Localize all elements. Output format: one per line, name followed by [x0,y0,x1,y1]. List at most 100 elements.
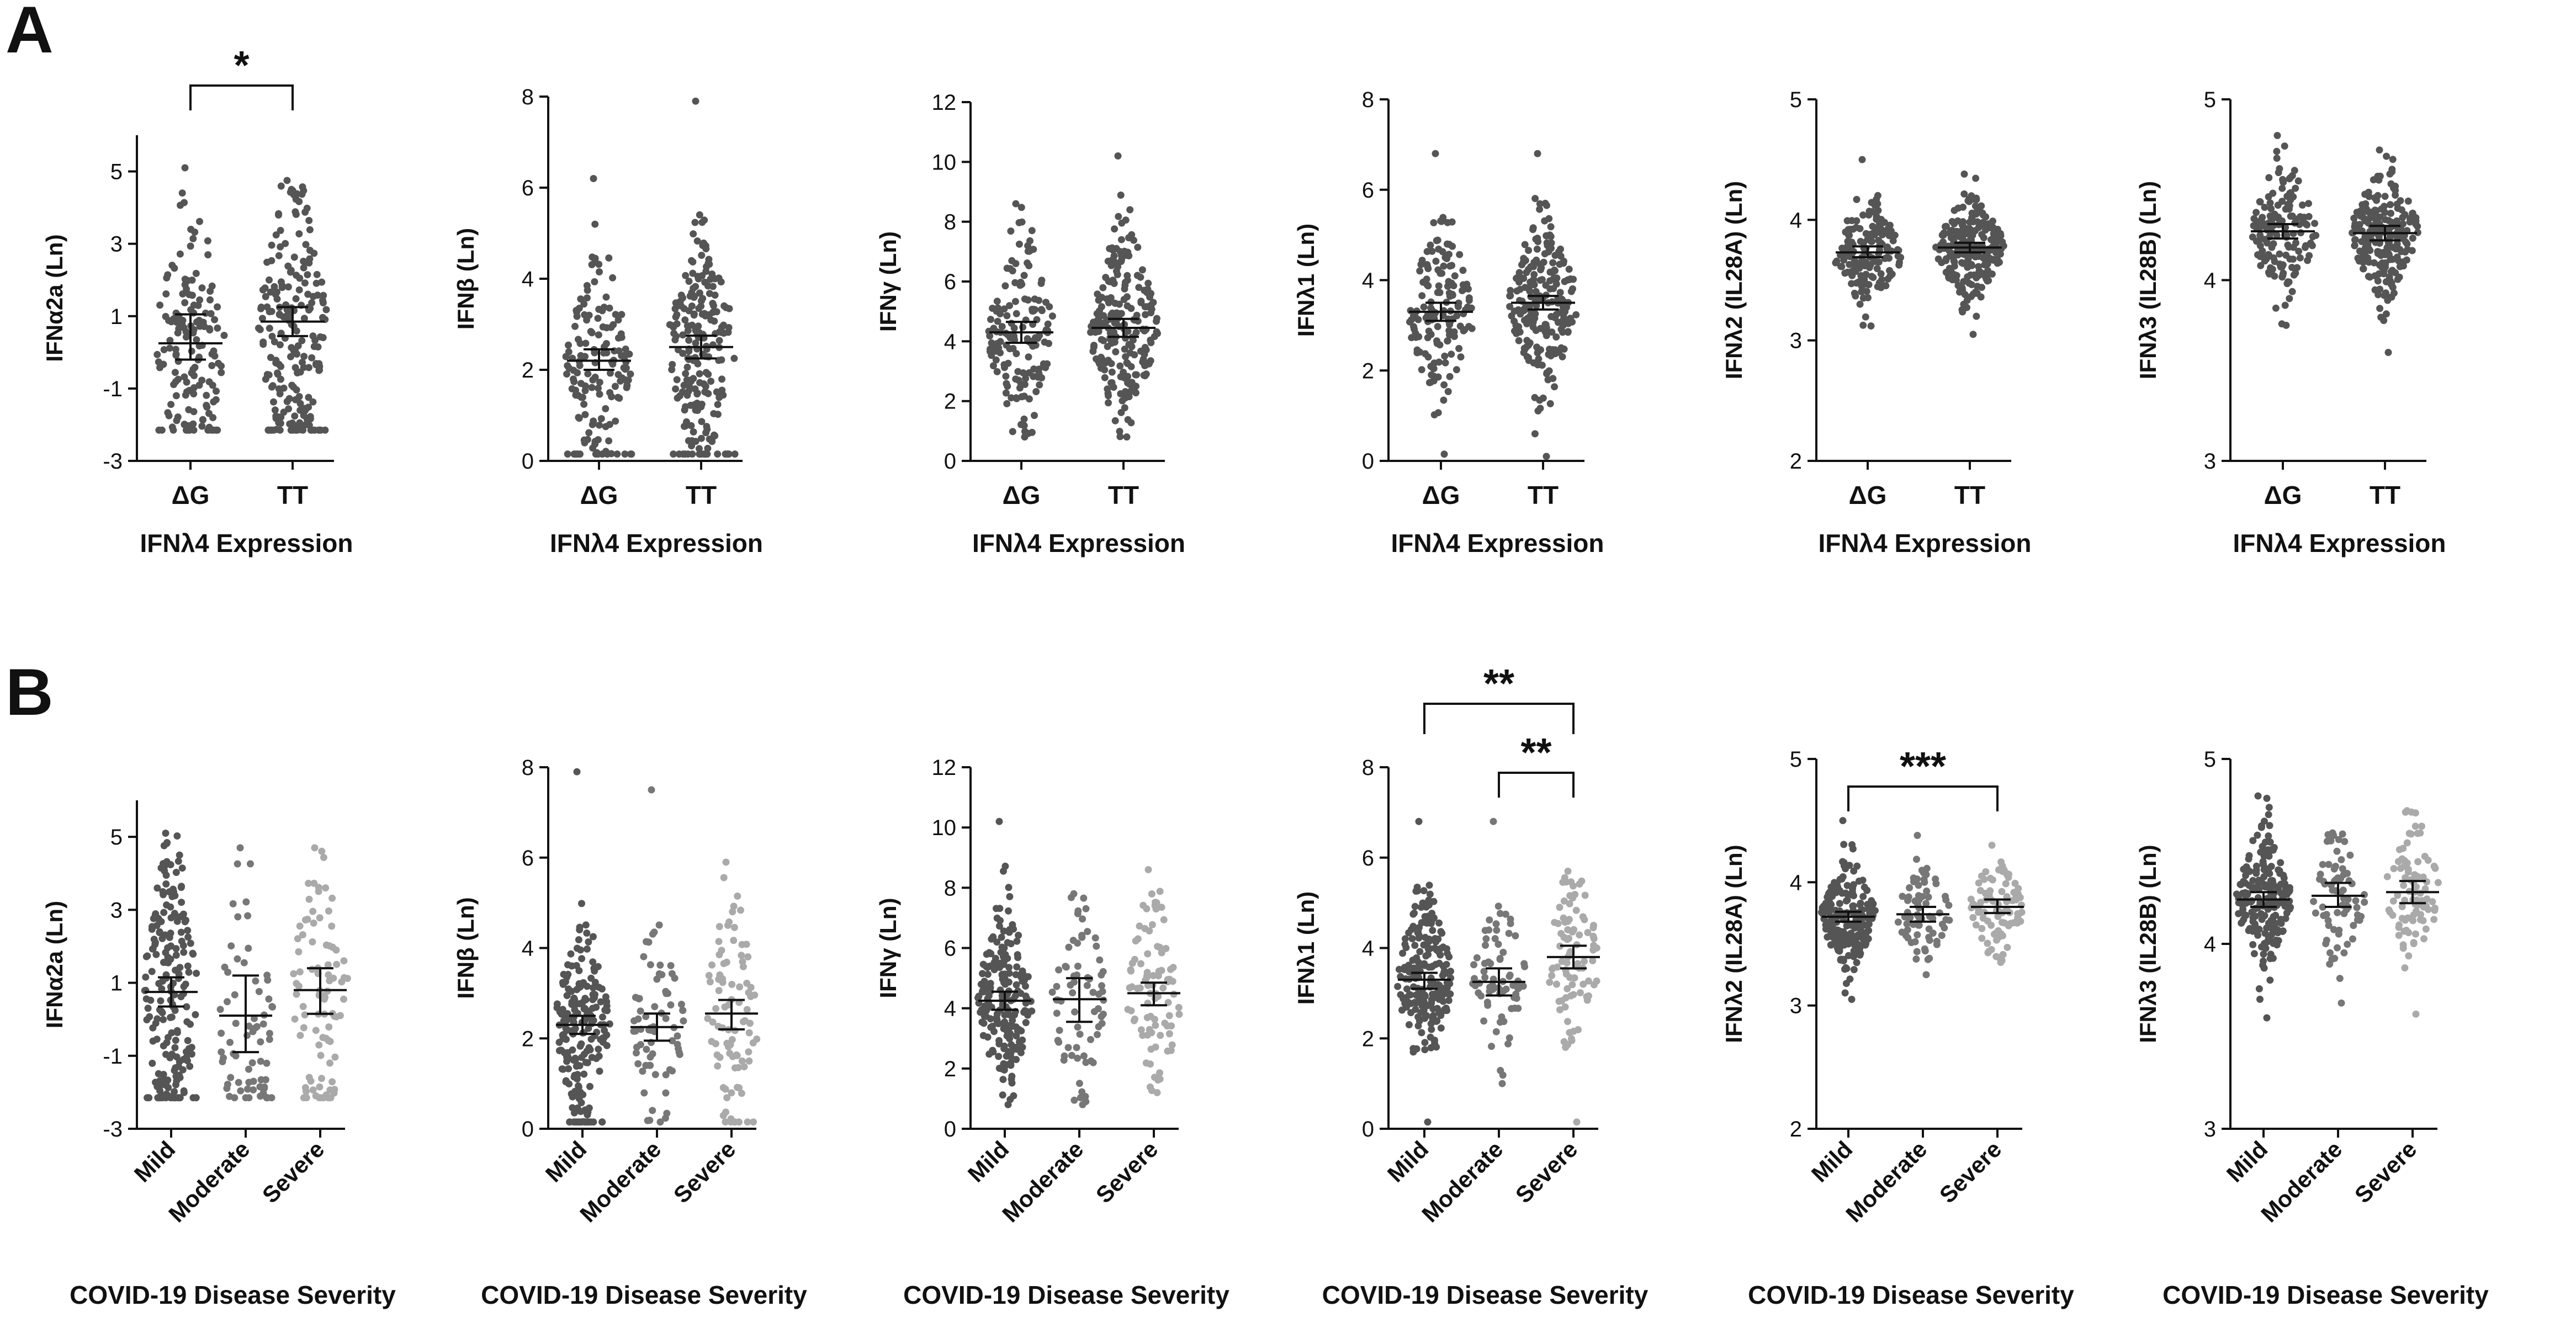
data-point [1153,328,1160,336]
data-point [1003,312,1011,320]
data-point [1543,370,1551,378]
data-point [662,1071,670,1079]
series-TT [255,177,330,434]
data-point [704,444,712,452]
data-point [2288,288,2296,295]
data-point [216,1006,224,1013]
data-point [1572,906,1580,914]
data-point [1440,450,1448,458]
data-point [277,375,284,383]
data-point [1412,888,1420,895]
data-point [588,261,596,268]
data-point [2278,217,2286,225]
data-point [2319,903,2326,911]
data-point [725,918,733,926]
data-point [582,339,590,347]
data-point [160,1075,167,1082]
data-point [1146,1083,1154,1091]
data-point [309,1086,317,1094]
data-point [1022,1019,1030,1027]
data-point [1161,1019,1169,1027]
data-point [994,304,1001,312]
data-point [1001,364,1008,371]
data-point [173,1027,181,1034]
data-point [589,958,597,966]
data-point [183,388,190,396]
data-point [181,918,189,926]
x-tick-label: Severe [2350,1136,2422,1208]
data-point [284,283,292,291]
data-point [162,949,169,957]
data-point [2325,861,2333,868]
data-point [1853,279,1861,287]
data-point [2382,310,2390,318]
data-point [1895,261,1903,269]
x-axis-label: IFNλ4 Expression [1818,529,2031,557]
data-point [1020,422,1028,429]
data-point [1849,881,1857,889]
data-point [1423,261,1431,268]
data-point [146,1013,153,1021]
data-point [2402,248,2409,256]
data-point [1435,282,1443,290]
data-point [173,417,181,424]
data-point [1120,368,1127,376]
data-point [602,993,609,1001]
data-point [2330,926,2338,933]
data-point [301,1084,309,1091]
data-point [1087,1035,1094,1043]
data-point [1984,267,1991,274]
data-point [256,326,264,333]
data-point [316,1083,324,1091]
data-point [1032,388,1040,395]
data-point [2374,249,2382,257]
data-point [2288,212,2296,220]
data-point [1938,231,1946,239]
data-point [1074,1023,1082,1031]
data-point [1031,295,1038,303]
data-point [273,426,280,433]
data-point [1521,284,1529,291]
data-point [1441,1007,1449,1015]
data-point [296,922,304,930]
data-point [184,277,192,284]
data-point [291,1015,299,1023]
y-axis-label: IFNλ1 (Ln) [1293,224,1319,337]
data-point [1440,262,1448,270]
panel-label-a: A [6,0,54,67]
data-point [1098,982,1105,990]
data-point [295,948,303,955]
data-point [1856,931,1864,939]
data-point [318,278,326,286]
data-point [1108,368,1116,376]
data-point [318,847,326,855]
data-point [1925,893,1932,901]
data-point [591,979,599,986]
data-point [1556,289,1564,296]
data-point [1833,257,1841,265]
data-point [1465,296,1473,304]
data-point [589,444,597,452]
data-point [1560,315,1568,322]
data-point [1968,281,1975,289]
data-point [1993,936,2000,944]
data-point [618,311,626,318]
data-point [730,937,738,944]
data-point [2344,895,2352,903]
data-point [329,943,336,951]
y-tick-label: 5 [2204,88,2216,112]
data-point [2411,809,2419,817]
data-point [578,900,585,907]
data-point [325,1023,333,1031]
data-point [670,450,677,458]
data-point [1839,873,1847,880]
data-point [1104,385,1111,393]
data-point [1080,894,1088,902]
data-point [1000,927,1008,935]
data-point [1015,932,1022,939]
data-point [183,1054,190,1061]
data-point [189,1094,197,1102]
data-point [1552,333,1560,341]
data-point [203,401,210,409]
data-point [574,944,581,952]
